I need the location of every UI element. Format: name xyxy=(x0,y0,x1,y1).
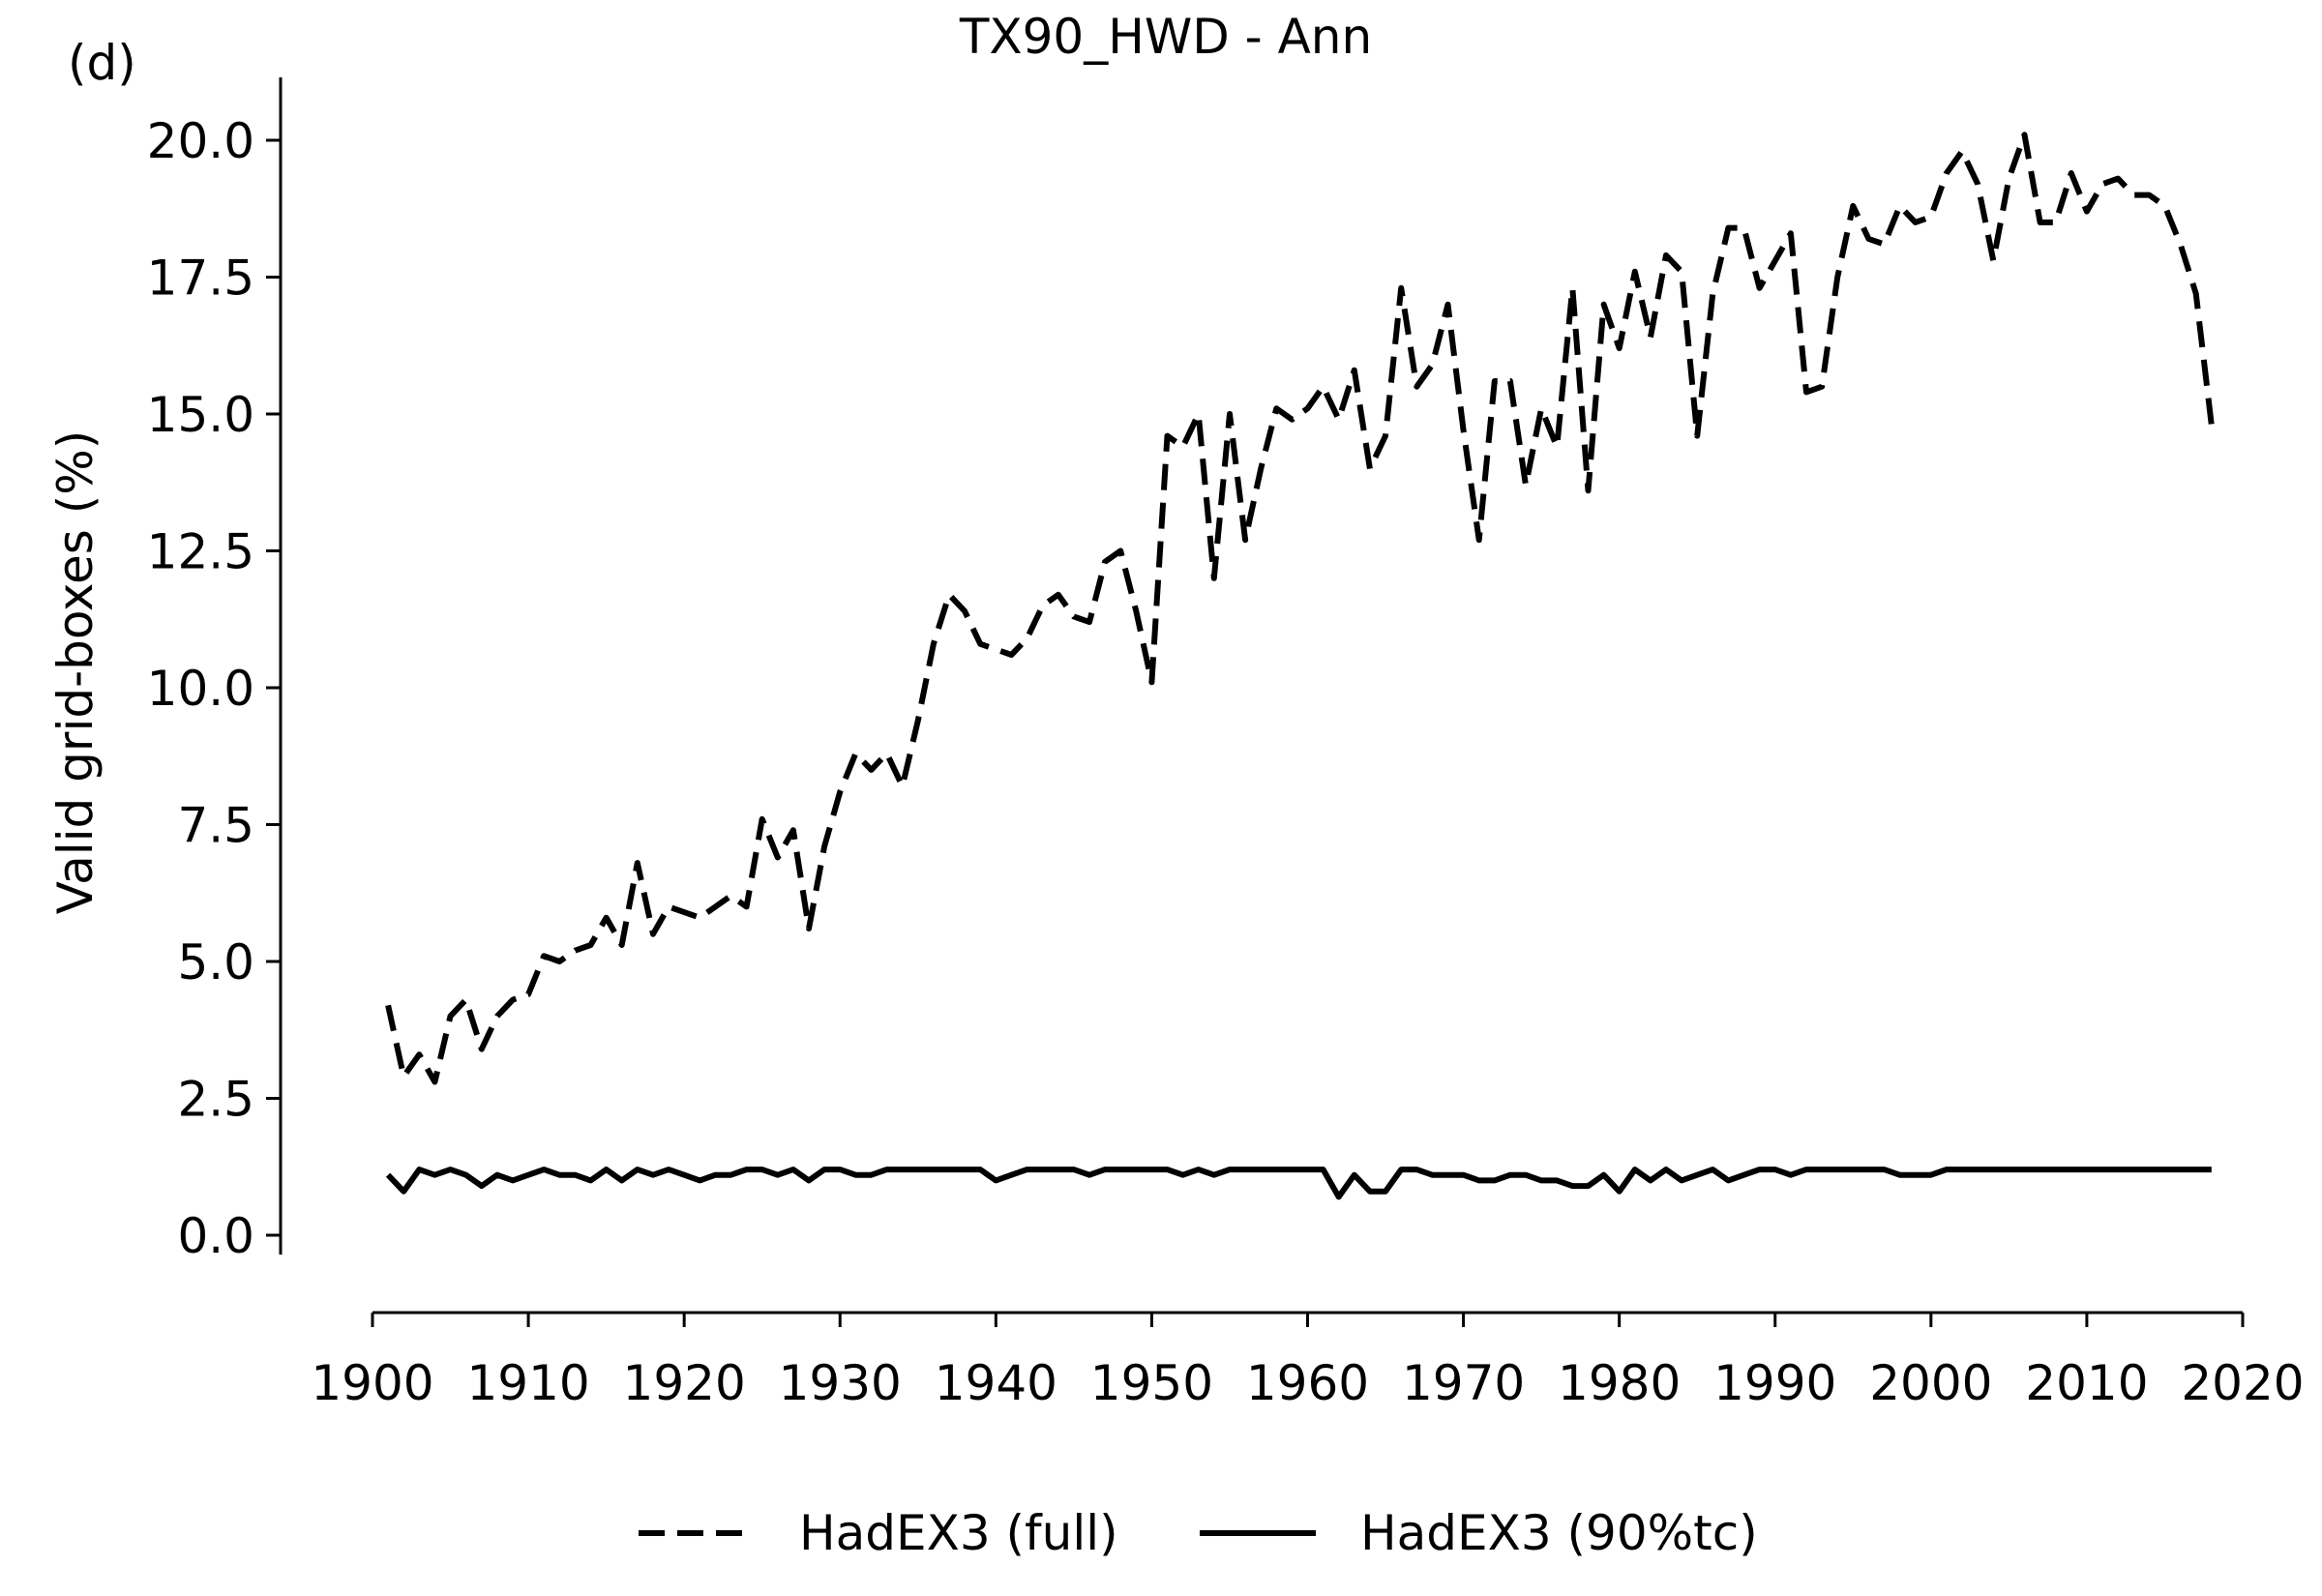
y-axis-label: Valid grid-boxes (%) xyxy=(47,430,104,914)
chart-title: TX90_HWD - Ann xyxy=(959,9,1372,65)
x-tick-label: 1970 xyxy=(1402,1355,1525,1411)
x-tick-label: 1990 xyxy=(1713,1355,1836,1411)
legend-label-full: HadEX3 (full) xyxy=(799,1505,1118,1561)
y-tick-label: 10.0 xyxy=(147,661,254,717)
y-tick-label: 15.0 xyxy=(147,387,254,443)
x-tick-label: 2010 xyxy=(2025,1355,2148,1411)
y-tick-label: 17.5 xyxy=(147,251,254,307)
series-line-full xyxy=(385,132,2215,1085)
panel-label: (d) xyxy=(68,35,136,91)
legend: HadEX3 (full) HadEX3 (90%tc) xyxy=(639,1505,1758,1561)
y-tick-label: 5.0 xyxy=(177,934,254,990)
x-tick-label: 1930 xyxy=(779,1355,902,1411)
x-tick-label: 1950 xyxy=(1090,1355,1213,1411)
y-tick-label: 2.5 xyxy=(177,1072,254,1128)
x-tick-label: 1900 xyxy=(311,1355,433,1411)
series-layer xyxy=(385,132,2215,1200)
x-ticks: 1900 1910 1920 1930 1940 1950 1960 1970 1980 1990… xyxy=(311,1313,2305,1411)
y-tick-label: 20.0 xyxy=(147,113,254,169)
x-tick-label: 1960 xyxy=(1246,1355,1369,1411)
x-tick-label: 1910 xyxy=(466,1355,589,1411)
x-tick-label: 2020 xyxy=(2181,1355,2304,1411)
x-tick-label: 2000 xyxy=(1869,1355,1992,1411)
y-tick-label: 12.5 xyxy=(147,524,254,580)
x-tick-label: 1940 xyxy=(935,1355,1057,1411)
y-tick-label: 0.0 xyxy=(177,1208,254,1264)
series-line-90tc xyxy=(385,1167,2212,1200)
legend-label-90tc: HadEX3 (90%tc) xyxy=(1360,1505,1758,1561)
y-tick-label: 7.5 xyxy=(177,798,254,854)
x-tick-label: 1920 xyxy=(623,1355,746,1411)
x-tick-label: 1980 xyxy=(1558,1355,1681,1411)
y-ticks: 0.0 2.5 5.0 7.5 10.0 12.5 15.0 17.5 20.0 xyxy=(147,113,281,1264)
